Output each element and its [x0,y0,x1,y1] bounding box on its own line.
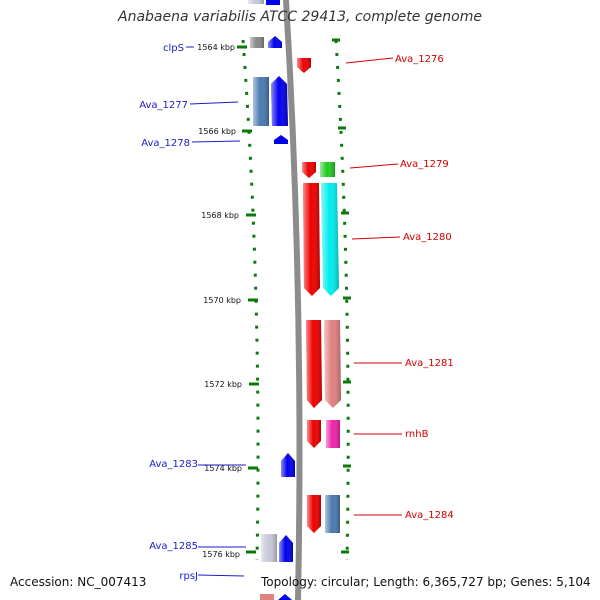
gene-label-ava-1278[interactable]: Ava_1278 [141,138,190,149]
ruler-label: 1574 kbp [204,464,242,473]
gene-label-ava-1284[interactable]: Ava_1284 [405,510,454,521]
gene-arrow-ava-1279[interactable] [302,162,316,178]
genome-backbone [283,0,303,600]
gene-arrow-clpS[interactable] [268,36,282,48]
gene-arrow-rnhB[interactable] [326,420,340,448]
gene-arrow-ava-1283[interactable] [281,453,295,477]
gene-arrow-rpsJ[interactable] [278,594,292,600]
gene-label-rnhB[interactable]: rnhB [405,429,429,440]
reverse-strand-guide [334,39,350,561]
gene-arrow[interactable] [261,534,277,562]
gene-arrow-ava-1280[interactable] [321,183,339,296]
gene-arrow-ava-1284[interactable] [325,495,340,533]
gene-arrow[interactable] [266,0,280,5]
gene-label-rpsJ[interactable]: rpsJ [179,571,198,582]
gene-arrow[interactable] [307,495,321,533]
ruler-label: 1566 kbp [198,127,236,136]
reverse-genes [297,58,341,533]
gene-label-ava-1280[interactable]: Ava_1280 [403,232,452,243]
gene-label-clpS[interactable]: clpS [163,43,184,54]
map-title: Anabaena variabilis ATCC 29413, complete… [118,9,482,25]
gene-label-ava-1279[interactable]: Ava_1279 [400,159,449,170]
gene-label-ava-1285[interactable]: Ava_1285 [149,541,198,552]
gene-arrow-ava-1278[interactable] [274,135,288,144]
forward-genes [248,0,295,600]
ruler-label: 1576 kbp [202,550,240,559]
gene-arrow[interactable] [320,162,335,177]
topology-text: Topology: circular; Length: 6,365,727 bp… [261,575,591,589]
gene-label-ava-1277[interactable]: Ava_1277 [139,100,188,111]
gene-arrow-ava-1276[interactable] [297,58,311,73]
gene-arrow[interactable] [250,37,264,48]
gene-label-ava-1283[interactable]: Ava_1283 [149,459,198,470]
gene-arrow[interactable] [307,420,321,448]
gene-arrow-ava-1285[interactable] [279,535,293,562]
gene-arrow-ava-1277[interactable] [271,76,288,126]
ruler-label: 1570 kbp [203,296,241,305]
ruler-label: 1568 kbp [201,211,239,220]
accession-text: Accession: NC_007413 [10,575,147,589]
gene-arrow[interactable] [306,320,322,408]
leader-lines [186,46,402,577]
gene-label-ava-1281[interactable]: Ava_1281 [405,358,454,369]
gene-arrow-ava-1281[interactable] [324,320,341,408]
ruler-label: 1572 kbp [204,380,242,389]
gene-arrow[interactable] [260,594,274,600]
gene-arrow[interactable] [248,0,264,4]
ruler-ticks [237,38,351,554]
gene-label-ava-1276[interactable]: Ava_1276 [395,54,444,65]
ruler-label: 1564 kbp [197,43,235,52]
gene-arrow[interactable] [303,183,320,296]
gene-arrow[interactable] [253,77,269,126]
